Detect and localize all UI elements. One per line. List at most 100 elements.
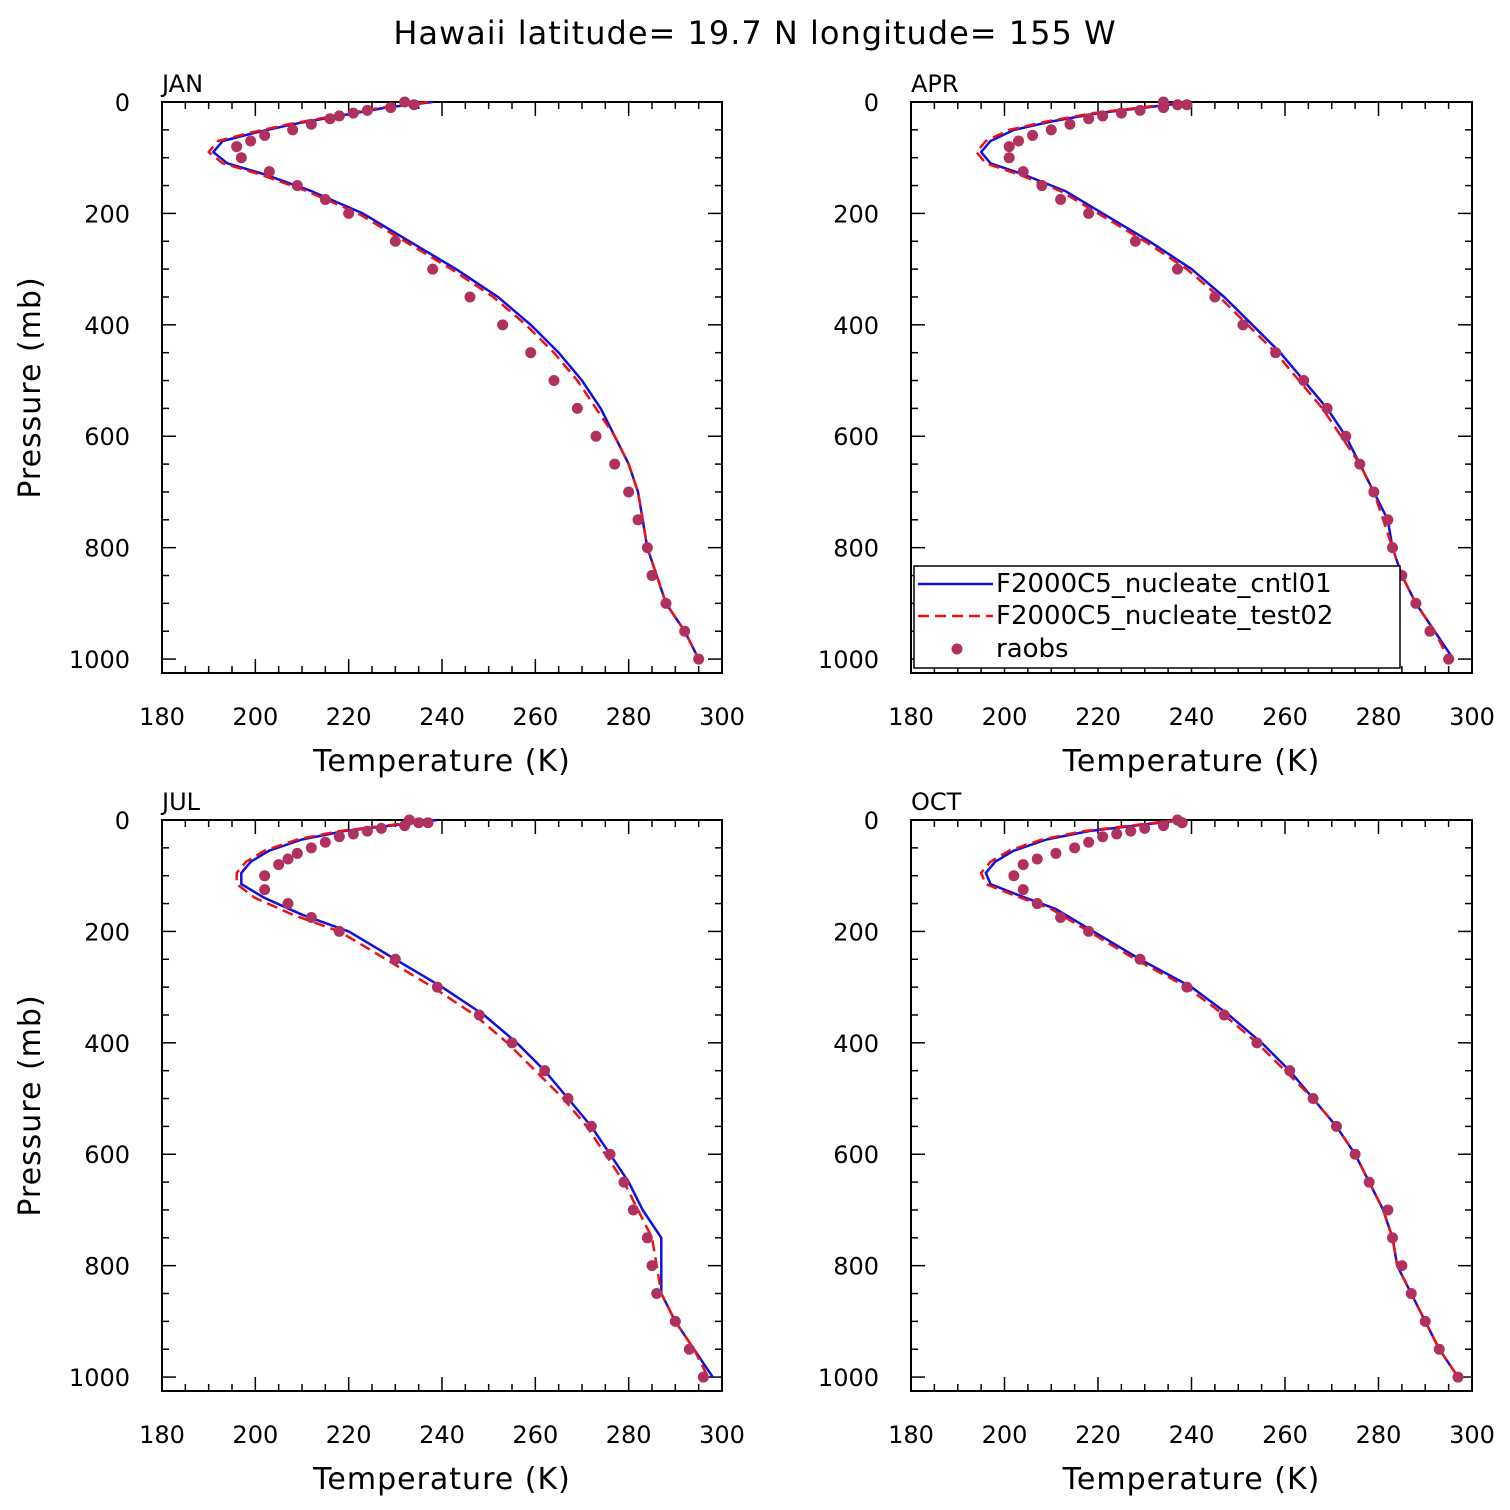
raobs-point xyxy=(1017,884,1029,896)
raobs-point xyxy=(1055,193,1067,205)
raobs-point xyxy=(1097,831,1109,843)
x-tick-label: 280 xyxy=(606,1421,652,1449)
x-tick-label: 260 xyxy=(1262,703,1308,731)
y-tick-label: 1000 xyxy=(818,1364,879,1392)
x-tick-label: 200 xyxy=(982,1421,1028,1449)
series-raobs xyxy=(259,814,709,1383)
raobs-point xyxy=(263,166,275,178)
panel-jul: 180 200 220 240 260 280 300 0 200 400 600 800 1000 JU… xyxy=(13,788,745,1497)
x-tick-label: 260 xyxy=(512,1421,558,1449)
raobs-point xyxy=(1031,898,1043,910)
panel-apr: 180 200 220 240 260 280 300 0 200 400 600 800 1000 AP… xyxy=(818,70,1495,779)
raobs-point xyxy=(693,653,705,665)
panel-label-oct: OCT xyxy=(911,788,962,816)
raobs-point xyxy=(389,235,401,247)
raobs-point xyxy=(1270,347,1282,359)
raobs-point xyxy=(1340,430,1352,442)
raobs-point xyxy=(324,113,336,125)
raobs-point xyxy=(525,347,537,359)
panel-label-apr: APR xyxy=(911,70,959,98)
raobs-point xyxy=(427,263,439,275)
legend-label-test: F2000C5_nucleate_test02 xyxy=(996,601,1333,631)
raobs-point xyxy=(431,981,443,993)
y-tick-label: 0 xyxy=(864,807,879,835)
raobs-point xyxy=(641,1232,653,1244)
raobs-point xyxy=(539,1065,551,1077)
raobs-point xyxy=(1176,817,1188,829)
raobs-point xyxy=(1129,235,1141,247)
raobs-point xyxy=(604,1148,616,1160)
raobs-point xyxy=(422,817,434,829)
raobs-point xyxy=(1382,1204,1394,1216)
y-tick-label: 1000 xyxy=(69,1364,130,1392)
raobs-point xyxy=(562,1093,574,1105)
panel-label-jul: JUL xyxy=(160,788,201,816)
raobs-point xyxy=(399,96,411,108)
x-axis-title: Temperature (K) xyxy=(1062,1462,1321,1497)
raobs-point xyxy=(1181,99,1193,111)
y-tick-label: 800 xyxy=(833,535,879,563)
raobs-point xyxy=(1298,375,1310,387)
x-tick-label: 280 xyxy=(606,703,652,731)
raobs-point xyxy=(646,1260,658,1272)
raobs-point xyxy=(245,135,257,147)
raobs-point xyxy=(1433,1343,1445,1355)
raobs-point xyxy=(1083,207,1095,219)
x-tick-label: 240 xyxy=(419,703,465,731)
raobs-point xyxy=(385,102,397,114)
raobs-point xyxy=(1003,152,1015,164)
panel-jan: 180 200 220 240 260 280 300 0 200 400 600 800 1000 JA… xyxy=(13,70,745,779)
y-axis-title: Pressure (mb) xyxy=(13,994,48,1216)
raobs-point xyxy=(319,193,331,205)
raobs-point xyxy=(1307,1093,1319,1105)
x-tick-label: 240 xyxy=(419,1421,465,1449)
raobs-point xyxy=(1111,828,1123,840)
y-tick-label: 0 xyxy=(864,89,879,117)
raobs-point xyxy=(1097,110,1109,122)
x-tick-label: 300 xyxy=(1449,1421,1495,1449)
raobs-point xyxy=(282,898,294,910)
series-raobs xyxy=(231,96,705,665)
y-tick-label: 800 xyxy=(833,1253,879,1281)
y-tick-label: 800 xyxy=(84,1253,130,1281)
raobs-point xyxy=(1321,402,1333,414)
raobs-point xyxy=(291,180,303,192)
raobs-point xyxy=(1171,263,1183,275)
raobs-point xyxy=(585,1120,597,1132)
y-tick-label: 400 xyxy=(833,1030,879,1058)
raobs-point xyxy=(641,542,653,554)
x-tick-label: 180 xyxy=(139,1421,185,1449)
raobs-point xyxy=(1405,1288,1417,1300)
x-tick-label: 260 xyxy=(512,703,558,731)
raobs-point xyxy=(1157,820,1169,832)
raobs-point xyxy=(1064,118,1076,130)
series-line-test xyxy=(975,100,1450,660)
legend: F2000C5_nucleate_cntl01 F2000C5_nucleate… xyxy=(913,565,1401,669)
x-tick-label: 220 xyxy=(1075,1421,1121,1449)
legend-label-cntl: F2000C5_nucleate_cntl01 xyxy=(996,569,1332,599)
y-tick-label: 600 xyxy=(84,423,130,451)
raobs-point xyxy=(1396,1260,1408,1272)
raobs-point xyxy=(235,152,247,164)
raobs-point xyxy=(1045,124,1057,136)
raobs-point xyxy=(1387,1232,1399,1244)
raobs-point xyxy=(1008,870,1020,882)
y-tick-label: 200 xyxy=(833,918,879,946)
x-tick-label: 180 xyxy=(888,1421,934,1449)
raobs-point xyxy=(1013,135,1025,147)
raobs-point xyxy=(389,953,401,965)
raobs-point xyxy=(683,1343,695,1355)
raobs-point xyxy=(1251,1037,1263,1049)
series-raobs xyxy=(1008,814,1464,1383)
x-tick-label: 220 xyxy=(326,1421,372,1449)
raobs-point xyxy=(1050,847,1062,859)
raobs-point xyxy=(651,1288,663,1300)
raobs-point xyxy=(571,402,583,414)
raobs-point xyxy=(1218,1009,1230,1021)
series-raobs xyxy=(1003,96,1455,665)
raobs-point xyxy=(305,911,317,923)
raobs-point xyxy=(231,141,243,153)
raobs-point xyxy=(282,853,294,865)
